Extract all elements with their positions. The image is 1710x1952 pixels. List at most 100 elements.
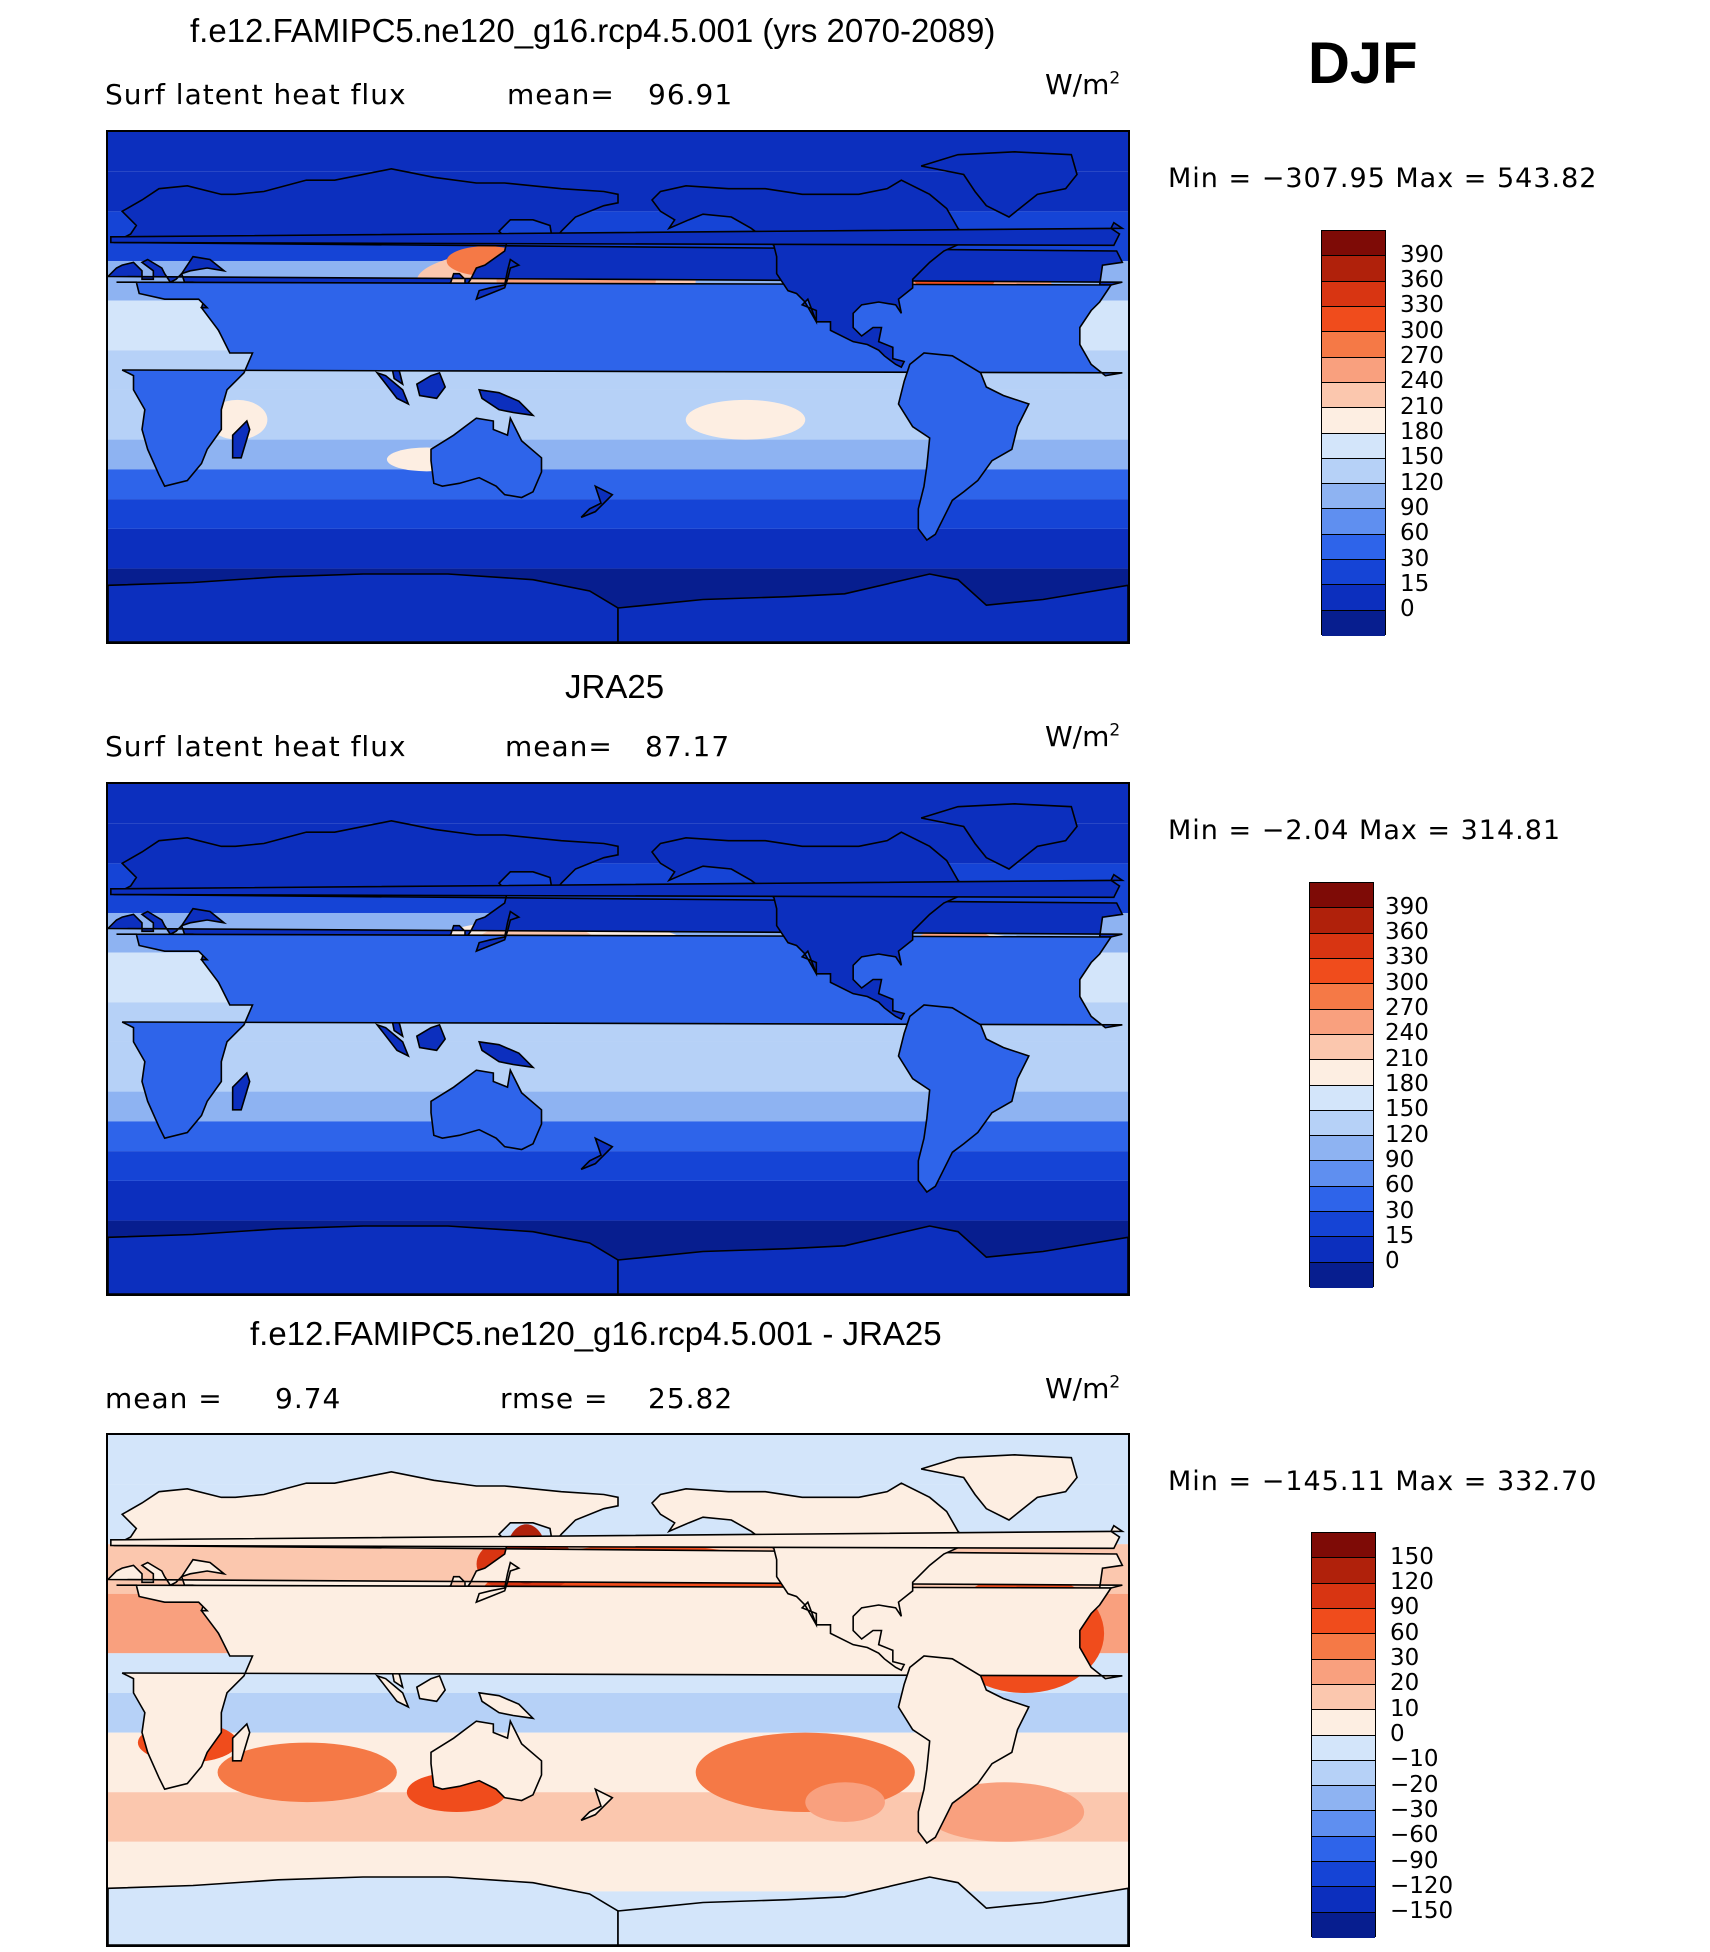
units-text: W/m	[1045, 1372, 1110, 1405]
colorbar-tick-label: −10	[1390, 1746, 1439, 1773]
colorbar-bin	[1312, 1583, 1375, 1609]
coastline-japan	[475, 910, 521, 953]
panel-title-obs: JRA25	[565, 668, 665, 705]
colorbar-ticks-model: 390 360 330 300 270 240 210 180 150 120 90 60 30 15 0	[1400, 230, 1480, 635]
colorbar-bin	[1312, 1710, 1375, 1736]
colorbar-tick-label: 30	[1385, 1197, 1415, 1224]
colorbar-bin	[1310, 1136, 1373, 1162]
colorbar-bin	[1312, 1634, 1375, 1660]
colorbar-bin	[1322, 484, 1385, 510]
colorbar-bin	[1310, 908, 1373, 934]
coastline-sumatra	[374, 1023, 410, 1058]
colorbar-tick-label: 90	[1385, 1146, 1415, 1173]
colorbar-bin	[1322, 408, 1385, 434]
colorbar-bin	[1310, 1212, 1373, 1238]
colorbar-tick-label: 180	[1400, 419, 1444, 445]
coastline-greenland	[920, 803, 1078, 870]
field-blob	[207, 399, 268, 440]
colorbar-bin	[1310, 1085, 1373, 1111]
coastline-japan	[475, 1561, 521, 1604]
field-blob	[805, 1782, 885, 1822]
colorbar-tick-label: 270	[1400, 343, 1444, 370]
rmse-label: rmse =	[500, 1382, 609, 1415]
colorbar-bin	[1322, 509, 1385, 535]
colorbar-tick-label: 15	[1385, 1222, 1415, 1249]
coastline-antarctica	[108, 573, 619, 642]
colorbar-bin	[1310, 1186, 1373, 1213]
colorbar-bin	[1322, 458, 1385, 485]
colorbar-tick-label: 120	[1400, 469, 1444, 496]
colorbar-bin	[1310, 984, 1373, 1010]
field-band	[108, 1180, 1128, 1221]
colorbar-bin	[1322, 306, 1385, 333]
colorbar-diff	[1311, 1532, 1376, 1938]
colorbar-bin	[1322, 332, 1385, 358]
colorbar-tick-label: 150	[1385, 1096, 1429, 1123]
colorbar-tick-label: 300	[1400, 317, 1444, 344]
colorbar-bin	[1312, 1659, 1375, 1685]
colorbar-bin	[1312, 1912, 1375, 1938]
colorbar-tick-label: 60	[1400, 520, 1430, 547]
units-exponent: 2	[1109, 68, 1121, 89]
coastline-uk	[110, 873, 1125, 899]
colorbar-bin	[1310, 1110, 1373, 1137]
colorbar-bin	[1312, 1608, 1375, 1635]
units-label: W/m2	[1045, 1372, 1120, 1405]
coastline-greenland	[920, 151, 1078, 218]
field-blob	[685, 399, 806, 440]
season-label: DJF	[1308, 31, 1418, 96]
mean-label: mean=	[505, 730, 613, 763]
mean-value: 87.17	[645, 730, 731, 763]
coastline-japan	[475, 258, 521, 301]
colorbar-bin	[1322, 610, 1385, 636]
colorbar-tick-label: 10	[1390, 1695, 1420, 1722]
units-exponent: 2	[1109, 1372, 1121, 1393]
colorbar-bin	[1322, 231, 1385, 257]
colorbar-tick-label: 0	[1385, 1248, 1400, 1275]
coastline-newguinea	[478, 1691, 536, 1720]
panel-variable-label: Surf latent heat flux	[105, 78, 407, 111]
coastline-borneo	[415, 1023, 447, 1052]
colorbar-tick-label: −90	[1390, 1847, 1439, 1874]
colorbar-tick-label: 60	[1385, 1172, 1415, 1199]
colorbar-tick-label: 300	[1385, 969, 1429, 996]
coastline-australia	[430, 415, 543, 499]
colorbar-tick-label: 360	[1400, 267, 1444, 294]
coastline-antarctica	[108, 1876, 619, 1945]
field-band	[108, 528, 1128, 569]
colorbar-bin	[1322, 433, 1385, 459]
colorbar-bin	[1312, 1533, 1375, 1559]
units-exponent: 2	[1109, 720, 1121, 741]
colorbar-tick-label: 15	[1400, 570, 1430, 597]
colorbar-tick-label: −30	[1390, 1796, 1439, 1823]
coastline-madagascar	[231, 1722, 251, 1762]
colorbar-bin	[1312, 1558, 1375, 1584]
diff-mean-value: 9.74	[275, 1382, 342, 1415]
field-band	[108, 1151, 1128, 1181]
colorbar-bin	[1312, 1786, 1375, 1812]
colorbar-bin	[1322, 281, 1385, 307]
colorbar-bin	[1310, 1262, 1373, 1288]
colorbar-tick-label: 270	[1385, 995, 1429, 1022]
coastline-sumatra	[374, 1674, 410, 1709]
map-panel-model	[106, 130, 1130, 644]
mean-value: 96.91	[648, 78, 734, 111]
colorbar-tick-label: 150	[1390, 1543, 1434, 1570]
units-text: W/m	[1045, 720, 1110, 753]
colorbar-bin	[1322, 534, 1385, 561]
coastline-uk	[110, 221, 1125, 247]
colorbar-tick-label: −20	[1390, 1771, 1439, 1798]
colorbar-bin	[1310, 1060, 1373, 1086]
colorbar-bin	[1312, 1887, 1375, 1913]
colorbar-tick-label: 210	[1400, 393, 1444, 420]
colorbar-bin	[1310, 958, 1373, 985]
coastline-australia	[430, 1718, 543, 1802]
colorbar-bin	[1312, 1862, 1375, 1888]
coastline-namerica	[650, 179, 971, 369]
coastline-namerica	[650, 831, 971, 1021]
colorbar-bin	[1322, 357, 1385, 383]
coastline-newguinea	[478, 388, 536, 417]
colorbar-tick-label: 120	[1390, 1569, 1434, 1596]
colorbar-bin	[1312, 1684, 1375, 1711]
colorbar-bin	[1322, 382, 1385, 409]
